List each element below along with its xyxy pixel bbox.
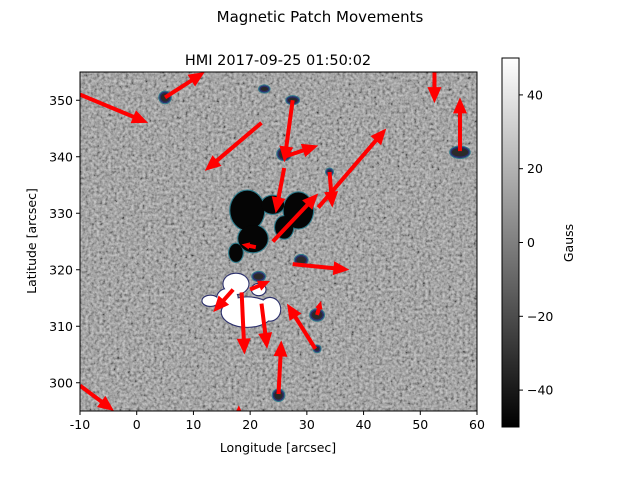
small-contour — [252, 271, 266, 282]
colorbar-tick-label: 20 — [527, 161, 543, 176]
motion-arrow-shaft — [292, 314, 318, 350]
positive-patch-core — [223, 273, 249, 295]
colorbar: −40 −20 0 20 40 Gauss — [501, 57, 576, 428]
x-tick-label: 30 — [299, 417, 315, 432]
colorbar-tick-label: −40 — [527, 383, 553, 398]
contour-layer — [158, 84, 471, 402]
motion-arrow-head — [315, 300, 323, 310]
motion-arrow-head — [213, 295, 230, 313]
motion-arrow-shaft — [271, 202, 311, 243]
colorbar-ticks: −40 −20 0 20 40 — [519, 87, 553, 398]
y-tick-label: 330 — [49, 206, 73, 221]
motion-arrow-shaft — [284, 99, 295, 149]
motion-arrow-shaft — [239, 292, 246, 341]
colorbar-tick-label: 0 — [527, 235, 535, 250]
motion-arrow-head — [236, 338, 251, 355]
motion-arrow-head — [241, 242, 251, 250]
motion-arrow-shaft — [283, 147, 306, 159]
negative-patch-core — [229, 243, 243, 262]
x-tick-label: 20 — [242, 417, 258, 432]
motion-arrow — [163, 72, 205, 100]
y-axis-label: Latitude [arcsec] — [24, 188, 39, 294]
motion-arrow-shaft — [80, 92, 136, 120]
motion-arrow-shaft — [80, 383, 105, 405]
positive-patch-core — [202, 295, 219, 306]
y-axis: 300 310 320 330 340 350 — [49, 93, 80, 390]
small-contour-outline — [258, 84, 271, 94]
y-tick-label: 320 — [49, 262, 73, 277]
motion-arrow-shaft — [292, 262, 336, 271]
motion-arrow — [287, 303, 318, 350]
motion-arrow — [236, 292, 251, 355]
motion-arrow-head — [273, 340, 288, 357]
motion-arrow — [80, 383, 115, 411]
x-tick-label: 0 — [133, 417, 141, 432]
motion-arrow — [292, 261, 350, 276]
colorbar-label: Gauss — [561, 224, 576, 262]
y-tick-label: 340 — [49, 149, 73, 164]
motion-arrow — [273, 340, 288, 395]
figure-suptitle: Magnetic Patch Movements — [217, 8, 424, 26]
colorbar-tick-label: −20 — [527, 309, 553, 324]
motion-arrow-head — [300, 143, 319, 158]
motion-arrow-shaft — [221, 288, 235, 303]
colorbar-tick-label: 40 — [527, 87, 543, 102]
small-contour — [258, 85, 270, 93]
motion-arrow-head — [187, 72, 205, 87]
plot-frame — [79, 71, 478, 412]
motion-arrow-head — [332, 261, 350, 276]
x-axis: -10 0 10 20 30 40 50 60 — [70, 411, 485, 432]
motion-arrow — [271, 167, 287, 214]
motion-arrow-head — [324, 191, 339, 208]
motion-arrow — [249, 280, 270, 292]
motion-arrow — [452, 97, 467, 152]
motion-arrow-shaft — [327, 171, 334, 194]
motion-arrow-head — [204, 155, 222, 171]
x-tick-label: 10 — [185, 417, 201, 432]
motion-arrow — [80, 92, 149, 124]
motion-arrow-shaft — [259, 303, 268, 336]
motion-arrow-head — [287, 303, 302, 321]
motion-arrow — [213, 288, 235, 313]
negative-patch-core — [230, 190, 265, 231]
motion-arrow-shaft — [214, 121, 263, 164]
x-axis-label: Longitude [arcsec] — [220, 440, 336, 455]
motion-arrow-head — [130, 110, 149, 124]
x-tick-label: 50 — [412, 417, 428, 432]
motion-arrow — [283, 143, 319, 159]
small-contour-outline — [158, 90, 172, 105]
motion-arrow — [241, 242, 257, 250]
motion-arrow-head — [97, 395, 115, 411]
motion-arrow-head — [370, 128, 387, 146]
motion-arrow-head — [258, 332, 273, 349]
x-tick-label: 60 — [469, 417, 485, 432]
motion-arrow — [258, 303, 273, 349]
motion-arrow-head — [271, 196, 286, 214]
motion-arrow — [324, 171, 339, 208]
motion-arrow-shaft — [276, 354, 283, 395]
plot-area — [80, 72, 477, 411]
motion-arrow-head — [302, 193, 319, 210]
y-tick-label: 350 — [49, 93, 73, 108]
x-tick-label: -10 — [70, 417, 90, 432]
arrow-layer — [80, 72, 467, 411]
x-tick-label: 40 — [356, 417, 372, 432]
y-tick-label: 310 — [49, 319, 73, 334]
motion-arrow-head — [256, 280, 270, 291]
motion-arrow-head — [236, 405, 242, 411]
colorbar-gradient — [501, 57, 520, 428]
motion-arrow — [427, 72, 442, 104]
motion-arrow-shaft — [163, 77, 195, 100]
motion-arrow — [204, 121, 263, 171]
motion-arrow — [315, 300, 323, 316]
motion-arrow-head — [452, 97, 467, 114]
chart-title: HMI 2017-09-25 01:50:02 — [185, 53, 371, 69]
y-tick-label: 300 — [49, 375, 73, 390]
motion-arrow — [271, 193, 319, 243]
motion-arrow-head — [427, 87, 442, 104]
motion-arrow-shaft — [276, 167, 287, 200]
